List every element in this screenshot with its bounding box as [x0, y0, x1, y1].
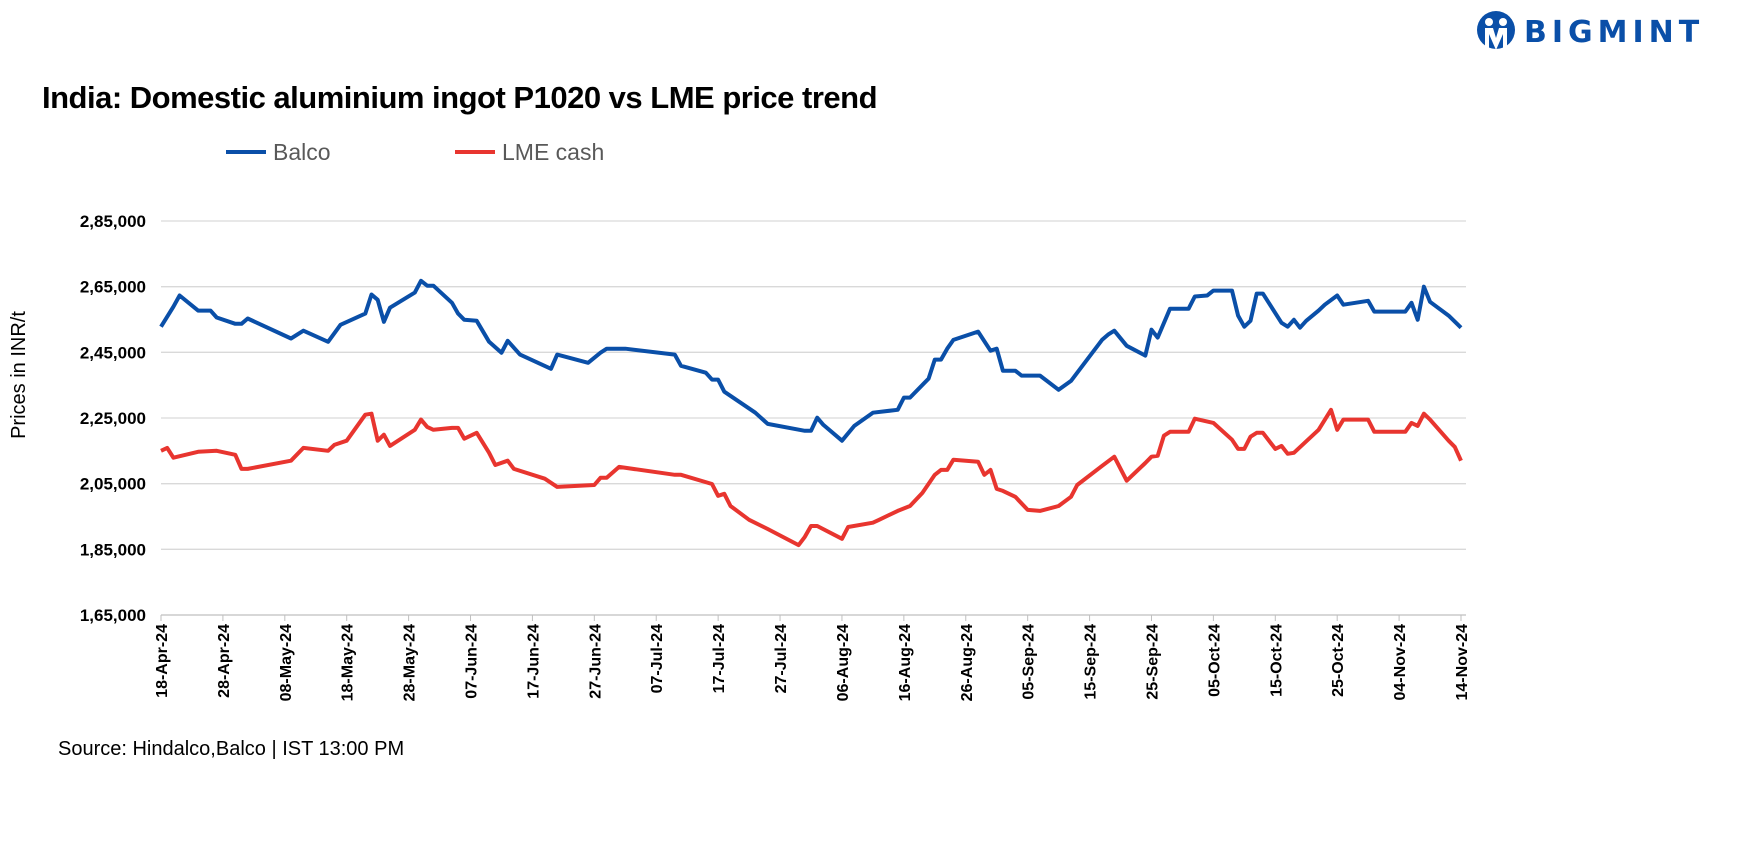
x-tick-label: 28-Apr-24 [216, 624, 233, 698]
y-tick-labels: 1,65,000 1,85,000 2,05,000 2,25,000 2,45,000… [80, 212, 146, 625]
x-tick-label: 15-Sep-24 [1083, 624, 1100, 700]
source-note: Source: Hindalco,Balco | IST 13:00 PM [58, 738, 405, 760]
x-tick-label: 18-May-24 [340, 624, 357, 701]
x-tick-label: 08-May-24 [278, 624, 295, 701]
x-tick-labels: 18-Apr-24 28-Apr-24 08-May-24 18-May-24 28-M… [154, 624, 1471, 701]
legend: Balco LME cash [226, 139, 604, 165]
bigmint-logo-text: BIGMINT [1524, 14, 1705, 50]
y-tick-label: 2,05,000 [80, 475, 146, 494]
x-tick-label: 07-Jun-24 [464, 624, 481, 699]
x-tick-label: 07-Jul-24 [649, 624, 666, 693]
x-tick-label: 17-Jul-24 [711, 624, 728, 693]
x-tick-label: 18-Apr-24 [154, 624, 171, 698]
x-tick-label: 25-Oct-24 [1330, 624, 1347, 697]
x-tick-label: 16-Aug-24 [897, 624, 914, 701]
bigmint-logo-icon [1477, 11, 1515, 50]
x-tick-label: 26-Aug-24 [959, 624, 976, 701]
y-tick-label: 2,45,000 [80, 343, 146, 362]
x-tick-label: 27-Jul-24 [773, 624, 790, 693]
series-line-balco [159, 278, 1463, 443]
y-tick-label: 2,25,000 [80, 409, 146, 428]
y-tick-label: 2,65,000 [80, 278, 146, 297]
x-tick-label: 28-May-24 [402, 624, 419, 701]
x-tick-label: 27-Jun-24 [587, 624, 604, 699]
x-tick-label: 14-Nov-24 [1454, 624, 1471, 701]
legend-label-lme-cash: LME cash [502, 139, 604, 165]
series-line-lme-cash [160, 407, 1463, 548]
y-tick-label: 2,85,000 [80, 212, 146, 231]
y-axis-label: Prices in INR/t [8, 311, 30, 439]
x-tick-label: 15-Oct-24 [1268, 624, 1285, 697]
x-tick-label: 05-Oct-24 [1206, 624, 1223, 697]
x-tick-label: 04-Nov-24 [1392, 624, 1409, 701]
y-tick-label: 1,85,000 [80, 540, 146, 559]
chart-title: India: Domestic aluminium ingot P1020 vs… [42, 80, 878, 115]
y-tick-label: 1,65,000 [80, 606, 146, 625]
legend-label-balco: Balco [273, 139, 331, 165]
bigmint-logo: BIGMINT [1476, 10, 1704, 54]
x-tick-label: 06-Aug-24 [835, 624, 852, 701]
series-lines [159, 278, 1463, 548]
gridlines [160, 220, 1466, 621]
x-tick-label: 17-Jun-24 [525, 624, 542, 699]
x-tick-label: 05-Sep-24 [1021, 624, 1038, 700]
x-tick-label: 25-Sep-24 [1144, 624, 1161, 700]
